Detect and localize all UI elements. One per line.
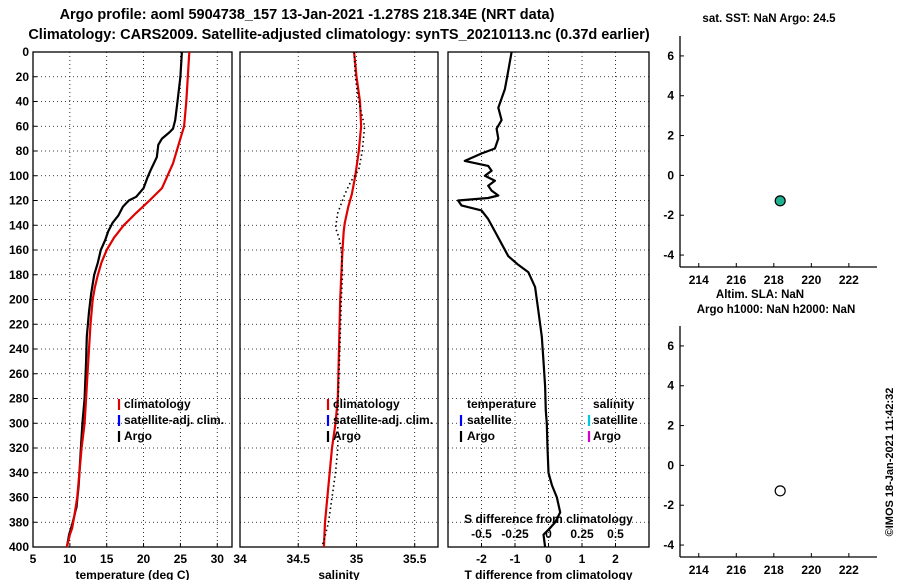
sla-subtitle: Argo h1000: NaN h2000: NaN (697, 304, 856, 316)
depth-ytick-label: 240 (9, 342, 29, 356)
temperature-xtick-label: 10 (63, 552, 77, 566)
sla-ytick-label: 0 (667, 458, 674, 472)
difference-secondary-xaxis-label: S difference from climatology (464, 512, 633, 526)
temperature-legend-label: satellite-adj. clim. (124, 413, 224, 427)
depth-ytick-label: 260 (9, 367, 29, 381)
sla-ytick-label: 6 (667, 339, 674, 353)
difference-temperature-legend-label: satellite (467, 413, 512, 427)
sla-xtick-label: 216 (726, 563, 746, 577)
salinity-xtick-label: 34 (233, 552, 247, 566)
salinity-xtick-label: 34.5 (287, 552, 311, 566)
difference-salinity-legend-label: satellite (593, 413, 638, 427)
sst-xtick-label: 220 (801, 273, 821, 287)
sst-xtick-label: 214 (689, 273, 709, 287)
salinity-climatology-line (322, 51, 363, 548)
sst-ytick-label: 2 (667, 129, 674, 143)
sst-ytick-label: 4 (667, 89, 674, 103)
depth-ytick-label: 180 (9, 268, 29, 282)
temperature-argo-line (65, 51, 183, 548)
difference-secondary-xtick-label: 0.5 (607, 527, 624, 541)
difference-xtick-label: 2 (612, 552, 619, 566)
depth-ytick-label: 400 (9, 540, 29, 554)
sla-ytick-label: 2 (667, 419, 674, 433)
temperature-xtick-label: 15 (100, 552, 114, 566)
sla-ytick-label: -4 (663, 538, 674, 552)
sst-ytick-label: 6 (667, 49, 674, 63)
difference-temperature-legend-label: Argo (467, 429, 495, 443)
copyright-side-text: ©IMOS 18-Jan-2021 11:42:32 (884, 388, 896, 537)
depth-ytick-label: 20 (16, 70, 30, 84)
difference-temperature-line (457, 51, 562, 548)
temperature-legend-label: Argo (124, 429, 152, 443)
difference-legend-title-salinity: salinity (593, 397, 635, 411)
salinity-argo-line (320, 51, 366, 548)
sla-xtick-label: 218 (764, 563, 784, 577)
depth-ytick-label: 360 (9, 491, 29, 505)
depth-ytick-label: 60 (16, 119, 30, 133)
depth-ytick-label: 160 (9, 243, 29, 257)
salinity-legend-label: satellite-adj. clim. (333, 413, 433, 427)
depth-ytick-label: 140 (9, 218, 29, 232)
title-line-2: Climatology: CARS2009. Satellite-adjuste… (28, 27, 649, 43)
salinity-xaxis-label: salinity (318, 568, 360, 580)
depth-ytick-label: 0 (22, 45, 29, 59)
depth-ytick-label: 200 (9, 293, 29, 307)
sst-ytick-label: 0 (667, 168, 674, 182)
depth-ytick-label: 380 (9, 515, 29, 529)
sst-ytick-label: -2 (663, 208, 674, 222)
sla-title: Altim. SLA: NaN (716, 289, 804, 301)
temperature-climatology-line (65, 51, 191, 548)
difference-salinity-legend-label: Argo (593, 429, 621, 443)
depth-ytick-label: 120 (9, 194, 29, 208)
sst-ytick-label: -4 (663, 248, 674, 262)
title-line-1: Argo profile: aoml 5904738_157 13-Jan-20… (60, 7, 555, 23)
salinity-xtick-label: 35.5 (403, 552, 427, 566)
depth-ytick-label: 40 (16, 95, 30, 109)
difference-xtick-label: -1 (510, 552, 521, 566)
depth-ytick-label: 220 (9, 317, 29, 331)
sla-data-point (774, 485, 786, 497)
sst-xtick-label: 218 (764, 273, 784, 287)
depth-ytick-label: 340 (9, 466, 29, 480)
salinity-axes-frame (239, 51, 439, 548)
depth-ytick-label: 320 (9, 441, 29, 455)
sla-xtick-label: 220 (801, 563, 821, 577)
depth-ytick-label: 80 (16, 144, 30, 158)
difference-secondary-xtick-label: 0 (545, 527, 552, 541)
sla-ytick-label: -2 (663, 498, 674, 512)
temperature-xtick-label: 25 (174, 552, 188, 566)
difference-legend-title-temperature: temperature (467, 397, 537, 411)
sla-ytick-label: 4 (667, 379, 674, 393)
difference-xtick-label: 0 (545, 552, 552, 566)
difference-secondary-xtick-label: -0.5 (471, 527, 492, 541)
salinity-legend-label: climatology (333, 397, 400, 411)
temperature-xtick-label: 30 (211, 552, 225, 566)
difference-xaxis-label: T difference from climatology (464, 568, 632, 580)
temperature-xtick-label: 20 (137, 552, 151, 566)
sla-xtick-label: 214 (689, 563, 709, 577)
temperature-legend-label: climatology (124, 397, 191, 411)
difference-secondary-xtick-label: -0.25 (501, 527, 529, 541)
depth-ytick-label: 280 (9, 392, 29, 406)
sst-title: sat. SST: NaN Argo: 24.5 (702, 13, 836, 25)
difference-secondary-xtick-label: 0.25 (570, 527, 594, 541)
depth-ytick-label: 300 (9, 416, 29, 430)
salinity-xtick-label: 35 (350, 552, 364, 566)
sst-xtick-label: 216 (726, 273, 746, 287)
temperature-axes-frame (32, 51, 233, 548)
difference-xtick-label: 1 (579, 552, 586, 566)
temperature-xtick-label: 5 (30, 552, 37, 566)
sla-xtick-label: 222 (839, 563, 859, 577)
salinity-legend-label: Argo (333, 429, 361, 443)
temperature-xaxis-label: temperature (deg C) (75, 568, 189, 580)
sst-xtick-label: 222 (839, 273, 859, 287)
sst-data-point (774, 195, 786, 207)
depth-ytick-label: 100 (9, 169, 29, 183)
difference-xtick-label: -2 (476, 552, 487, 566)
